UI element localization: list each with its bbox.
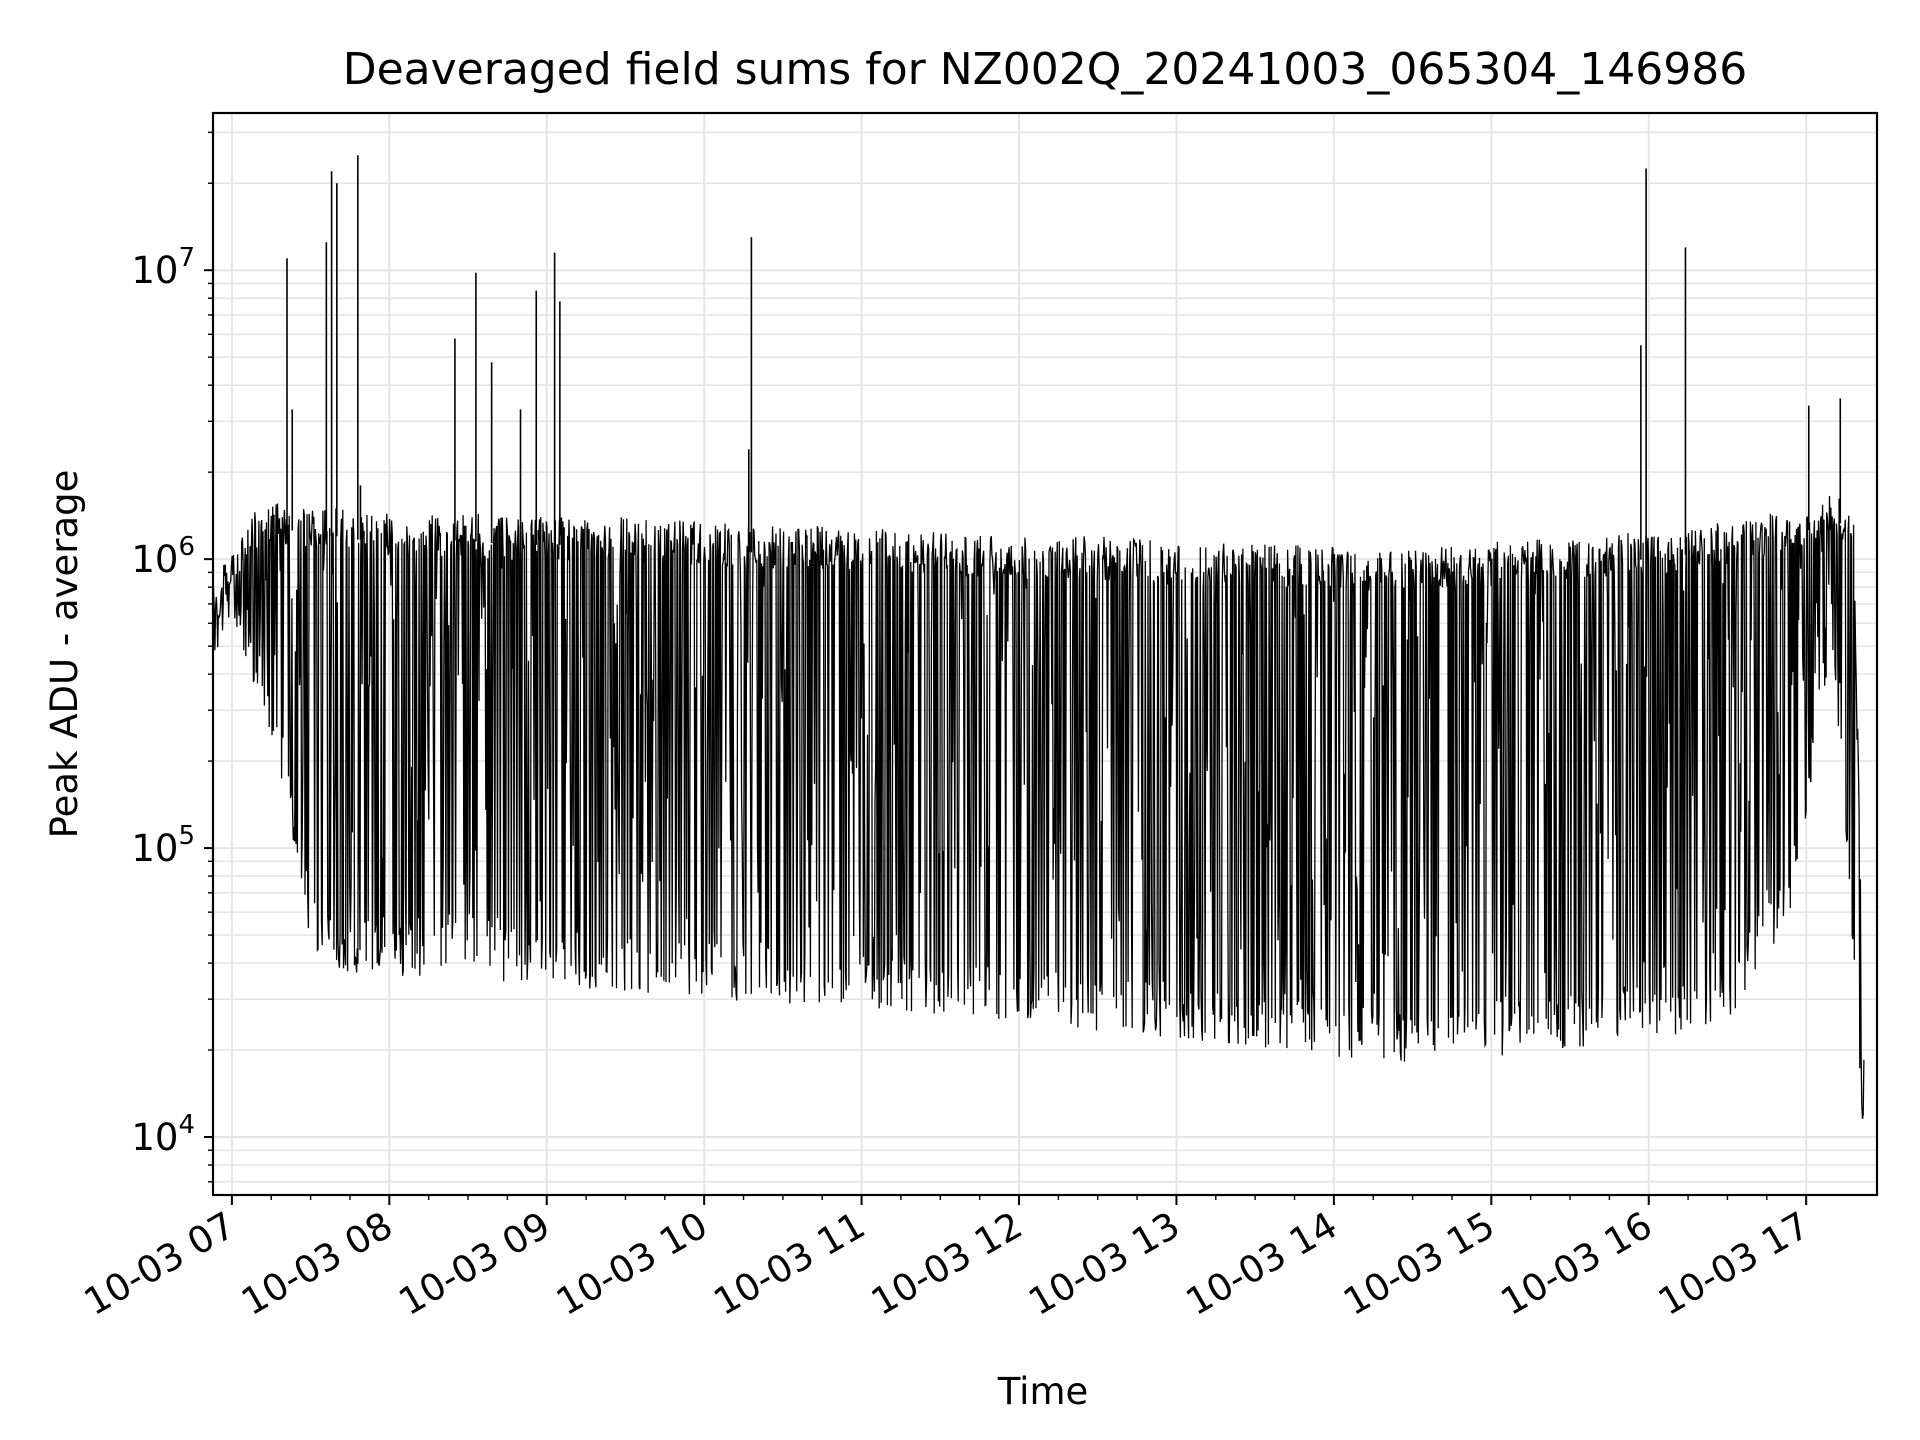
y-tick-exponent: 6	[178, 532, 195, 562]
y-tick-label: 105	[131, 821, 195, 870]
series-trace	[212, 496, 1865, 1120]
series-line	[212, 155, 1865, 1120]
chart-title: Deaveraged field sums for NZ002Q_2024100…	[343, 44, 1748, 95]
y-tick-exponent: 4	[178, 1110, 195, 1140]
y-tick-label: 107	[131, 243, 195, 292]
y-tick-base: 10	[131, 538, 178, 581]
y-tick-base: 10	[131, 249, 178, 292]
y-tick-label: 104	[131, 1110, 195, 1159]
y-tick-exponent: 5	[178, 821, 195, 851]
x-axis-label: Time	[997, 1370, 1089, 1413]
y-tick-base: 10	[131, 827, 178, 870]
y-axis-label: Peak ADU - average	[43, 470, 86, 839]
y-tick-base: 10	[131, 1116, 178, 1159]
y-tick-label: 106	[131, 532, 195, 581]
plot-frame	[211, 111, 1879, 1197]
y-tick-exponent: 7	[178, 243, 195, 273]
